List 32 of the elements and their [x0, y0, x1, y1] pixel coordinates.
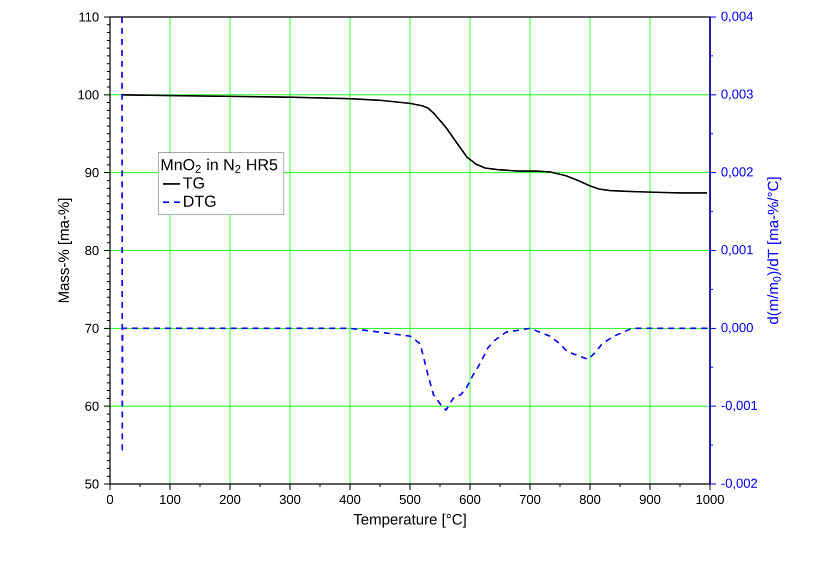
y2-tick-label: -0,002: [721, 478, 758, 490]
x-tick-label: 100: [160, 494, 180, 504]
y2-tick-label: -0,001: [721, 400, 758, 412]
y2-tick-label: 0,004: [721, 12, 754, 22]
y2-tick-label: 0,000: [721, 322, 753, 334]
legend-label: DTG: [184, 196, 216, 207]
x-tick-label: 800: [580, 494, 600, 504]
x-tick-label: 500: [400, 494, 420, 504]
x-tick-label: 0: [106, 494, 114, 504]
y-tick-label: 110: [79, 12, 99, 22]
y2-tick-label: 0,003: [721, 89, 753, 100]
x-tick-label: 900: [640, 494, 660, 504]
y-tick-label: 90: [85, 168, 99, 178]
legend-title: MnO$_{2}$ in N$_{2}$ HR5: [162, 158, 278, 173]
y-tick-label: 50: [85, 479, 99, 489]
y-tick-label: 70: [85, 324, 99, 333]
x-tick-label: 400: [339, 494, 360, 504]
line-series: [121, 94, 708, 194]
y-axis-title: Mass-% [ma-%]: [58, 198, 72, 302]
y2-tick-label: 0,002: [721, 167, 753, 178]
x-axis-title: Temperature [°C]: [354, 514, 466, 528]
x-tick-label: 300: [280, 494, 300, 504]
x-tick-label: 600: [460, 494, 480, 504]
y-tick-label: 60: [85, 402, 99, 411]
y2-tick-label: 0,001: [721, 245, 753, 256]
x-tick-label: 1000: [696, 494, 724, 504]
y2-axis-title: d(m/m$_{0}$)/dT [ma-%/°C]: [767, 177, 782, 324]
x-tick-label: 700: [520, 494, 540, 504]
y-tick-label: 80: [85, 246, 99, 256]
y-tick-label: 100: [78, 90, 99, 100]
x-tick-label: 200: [220, 494, 240, 504]
legend-label: TG: [183, 177, 204, 189]
